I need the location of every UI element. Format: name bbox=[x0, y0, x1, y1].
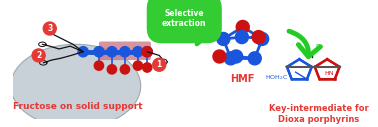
Text: HN: HN bbox=[324, 72, 334, 76]
Circle shape bbox=[120, 47, 130, 57]
Text: Selective
extraction: Selective extraction bbox=[162, 9, 206, 28]
Circle shape bbox=[252, 31, 265, 44]
Ellipse shape bbox=[11, 44, 141, 127]
Circle shape bbox=[107, 47, 117, 57]
Text: 1: 1 bbox=[156, 60, 162, 69]
Circle shape bbox=[142, 47, 152, 57]
FancyArrowPatch shape bbox=[289, 31, 321, 57]
Circle shape bbox=[143, 63, 152, 72]
Circle shape bbox=[224, 52, 237, 65]
Circle shape bbox=[217, 32, 230, 45]
Circle shape bbox=[120, 65, 130, 74]
Circle shape bbox=[43, 22, 56, 35]
Circle shape bbox=[32, 49, 45, 62]
FancyBboxPatch shape bbox=[99, 42, 151, 60]
Circle shape bbox=[248, 52, 261, 65]
Circle shape bbox=[107, 65, 116, 74]
Circle shape bbox=[153, 58, 166, 71]
Circle shape bbox=[78, 47, 88, 57]
Text: 3: 3 bbox=[47, 24, 53, 33]
Text: Fructose on solid support: Fructose on solid support bbox=[13, 102, 143, 111]
Text: Key-intermediate for
Dioxa porphyrins: Key-intermediate for Dioxa porphyrins bbox=[269, 104, 369, 124]
Circle shape bbox=[236, 20, 249, 33]
Text: HOH$_2$C: HOH$_2$C bbox=[265, 73, 288, 82]
Text: HMF: HMF bbox=[231, 74, 255, 84]
Circle shape bbox=[94, 47, 104, 57]
Circle shape bbox=[235, 31, 248, 44]
Circle shape bbox=[256, 32, 269, 45]
FancyArrowPatch shape bbox=[171, 22, 211, 44]
Text: R: R bbox=[316, 44, 320, 50]
Circle shape bbox=[230, 50, 243, 63]
Circle shape bbox=[133, 47, 143, 57]
Text: 2: 2 bbox=[36, 51, 41, 60]
Circle shape bbox=[142, 47, 152, 57]
Circle shape bbox=[133, 61, 143, 70]
Circle shape bbox=[94, 61, 104, 70]
Circle shape bbox=[213, 50, 226, 63]
